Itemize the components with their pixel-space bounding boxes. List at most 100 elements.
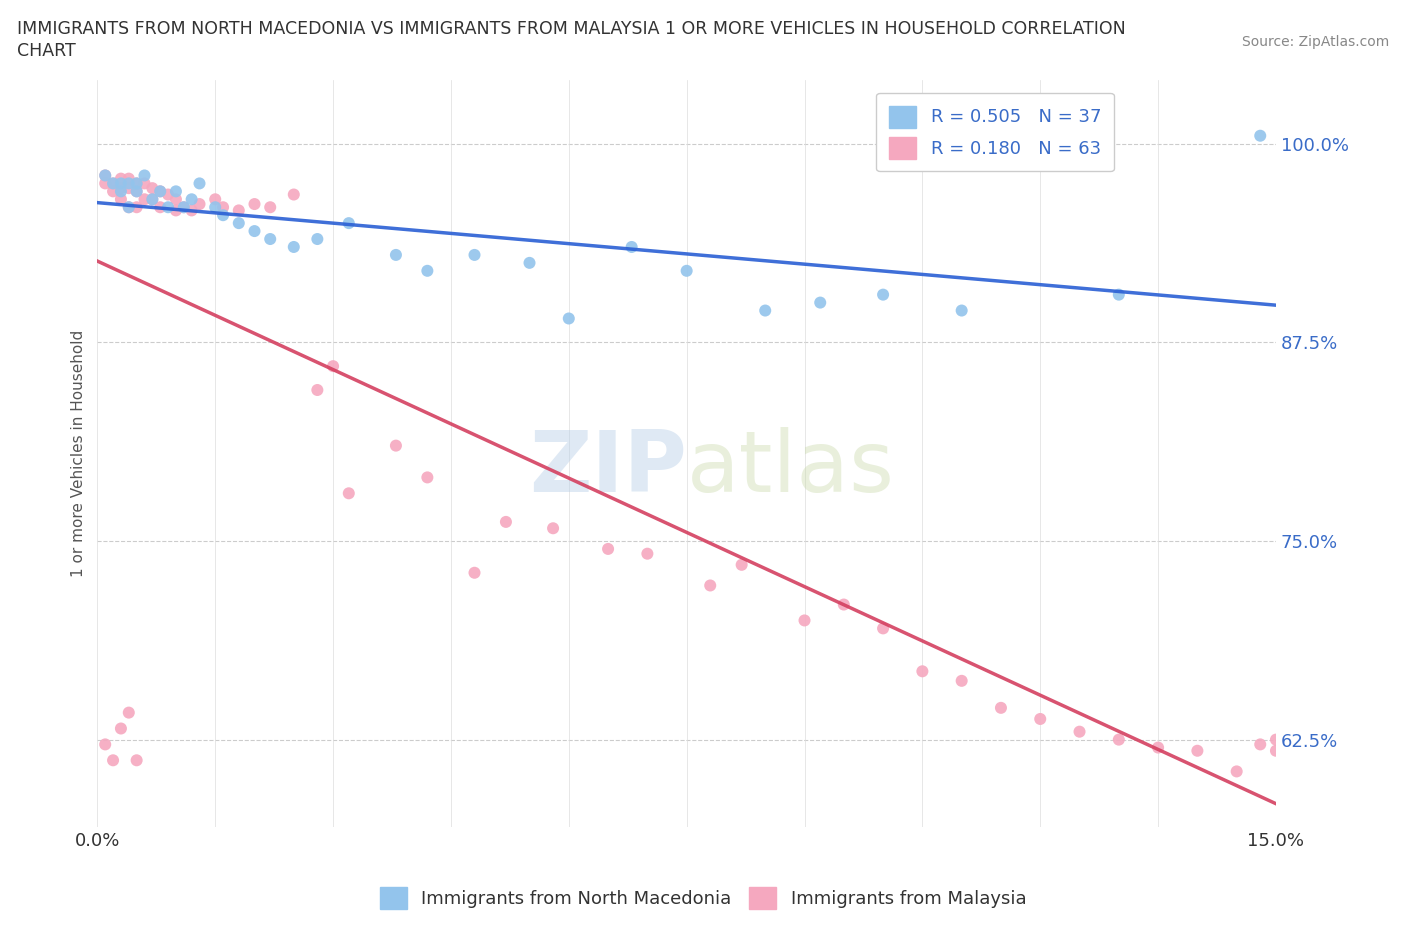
Point bbox=[157, 200, 180, 215]
Point bbox=[990, 700, 1012, 715]
Point bbox=[94, 737, 117, 751]
Point bbox=[636, 546, 658, 561]
Point bbox=[385, 438, 408, 453]
Point bbox=[832, 597, 855, 612]
Y-axis label: 1 or more Vehicles in Household: 1 or more Vehicles in Household bbox=[72, 330, 86, 578]
Point bbox=[1226, 764, 1249, 778]
Text: ZIP: ZIP bbox=[529, 427, 686, 510]
Point bbox=[101, 176, 124, 191]
Point bbox=[125, 753, 148, 768]
Point bbox=[118, 705, 141, 720]
Point bbox=[125, 184, 148, 199]
Point bbox=[307, 382, 329, 397]
Point bbox=[110, 721, 132, 736]
Point bbox=[1108, 287, 1130, 302]
Point bbox=[699, 578, 721, 593]
Point bbox=[730, 557, 752, 572]
Point bbox=[110, 192, 132, 206]
Point bbox=[416, 470, 439, 485]
Point bbox=[243, 196, 266, 211]
Point bbox=[228, 216, 250, 231]
Point bbox=[872, 287, 894, 302]
Point bbox=[950, 303, 973, 318]
Point bbox=[101, 184, 124, 199]
Text: atlas: atlas bbox=[686, 427, 894, 510]
Point bbox=[134, 168, 156, 183]
Point bbox=[337, 485, 360, 500]
Point bbox=[101, 176, 124, 191]
Point bbox=[141, 192, 163, 206]
Point bbox=[101, 753, 124, 768]
Point bbox=[110, 180, 132, 195]
Point bbox=[259, 200, 281, 215]
Point bbox=[149, 184, 172, 199]
Point bbox=[180, 203, 202, 218]
Point bbox=[911, 664, 934, 679]
Point bbox=[212, 207, 235, 222]
Point bbox=[94, 176, 117, 191]
Point bbox=[385, 247, 408, 262]
Point bbox=[228, 203, 250, 218]
Point bbox=[283, 187, 305, 202]
Point bbox=[793, 613, 815, 628]
Point bbox=[1265, 743, 1288, 758]
Point bbox=[212, 200, 235, 215]
Point bbox=[204, 200, 226, 215]
Point bbox=[1249, 737, 1271, 751]
Text: CHART: CHART bbox=[17, 42, 76, 60]
Point bbox=[950, 673, 973, 688]
Point bbox=[149, 200, 172, 215]
Point bbox=[259, 232, 281, 246]
Point bbox=[125, 176, 148, 191]
Legend: R = 0.505   N = 37, R = 0.180   N = 63: R = 0.505 N = 37, R = 0.180 N = 63 bbox=[876, 93, 1114, 171]
Point bbox=[1069, 724, 1091, 739]
Point bbox=[180, 192, 202, 206]
Point bbox=[1265, 732, 1288, 747]
Point bbox=[165, 203, 187, 218]
Point bbox=[1029, 711, 1052, 726]
Legend: Immigrants from North Macedonia, Immigrants from Malaysia: Immigrants from North Macedonia, Immigra… bbox=[373, 880, 1033, 916]
Point bbox=[118, 200, 141, 215]
Point bbox=[94, 168, 117, 183]
Point bbox=[118, 176, 141, 191]
Point bbox=[110, 184, 132, 199]
Point bbox=[754, 303, 776, 318]
Point bbox=[463, 565, 485, 580]
Point bbox=[125, 176, 148, 191]
Point bbox=[1187, 743, 1209, 758]
Point bbox=[134, 192, 156, 206]
Point bbox=[157, 187, 180, 202]
Point bbox=[1147, 740, 1170, 755]
Point bbox=[125, 200, 148, 215]
Point bbox=[541, 521, 564, 536]
Point bbox=[165, 192, 187, 206]
Point bbox=[495, 514, 517, 529]
Point bbox=[118, 180, 141, 195]
Point bbox=[141, 192, 163, 206]
Point bbox=[118, 200, 141, 215]
Point bbox=[173, 200, 195, 215]
Point bbox=[558, 311, 581, 325]
Point bbox=[204, 192, 226, 206]
Point bbox=[149, 184, 172, 199]
Point bbox=[173, 200, 195, 215]
Text: Source: ZipAtlas.com: Source: ZipAtlas.com bbox=[1241, 35, 1389, 49]
Point bbox=[188, 196, 211, 211]
Point bbox=[307, 232, 329, 246]
Point bbox=[596, 541, 619, 556]
Text: IMMIGRANTS FROM NORTH MACEDONIA VS IMMIGRANTS FROM MALAYSIA 1 OR MORE VEHICLES I: IMMIGRANTS FROM NORTH MACEDONIA VS IMMIG… bbox=[17, 20, 1126, 38]
Point bbox=[322, 359, 344, 374]
Point bbox=[283, 240, 305, 255]
Point bbox=[463, 247, 485, 262]
Point bbox=[243, 223, 266, 238]
Point bbox=[519, 256, 541, 271]
Point bbox=[1249, 128, 1271, 143]
Point bbox=[416, 263, 439, 278]
Point bbox=[872, 621, 894, 636]
Point bbox=[1108, 732, 1130, 747]
Point bbox=[110, 176, 132, 191]
Point bbox=[808, 295, 831, 310]
Point bbox=[118, 171, 141, 186]
Point bbox=[188, 176, 211, 191]
Point bbox=[125, 184, 148, 199]
